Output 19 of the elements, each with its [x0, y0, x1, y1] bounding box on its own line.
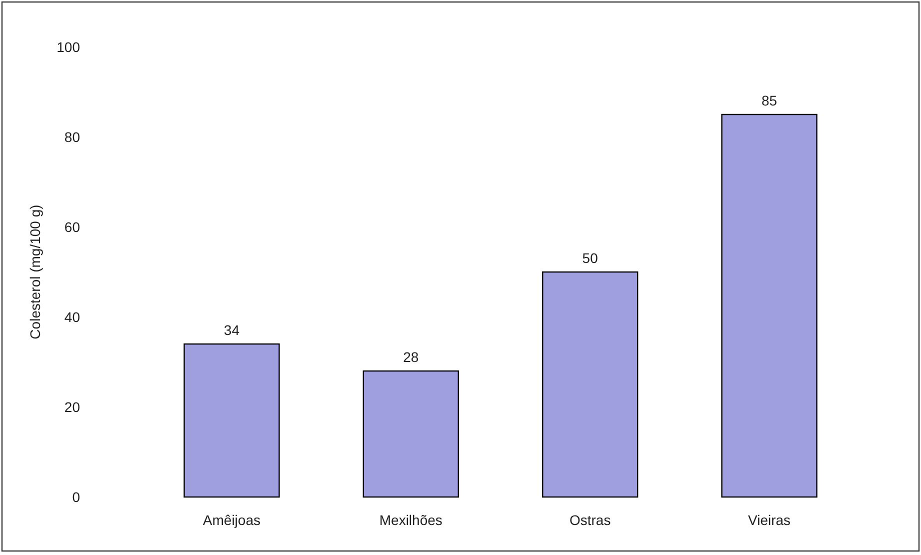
x-tick-label: Amêijoas [202, 512, 261, 528]
y-tick-label: 80 [64, 128, 80, 145]
bar [184, 343, 280, 498]
data-label: 34 [224, 322, 240, 338]
bar [721, 114, 818, 498]
data-label: 28 [403, 349, 419, 365]
y-tick-label: 40 [64, 308, 80, 325]
x-tick-label: Mexilhões [379, 512, 442, 528]
y-tick-label: 0 [72, 488, 80, 505]
bar [542, 271, 638, 498]
x-tick-label: Vieiras [748, 512, 791, 528]
y-axis-title: Colesterol (mg/100 g) [27, 204, 43, 340]
y-tick-label: 20 [64, 398, 80, 415]
data-label: 50 [582, 250, 598, 266]
bar [362, 370, 459, 498]
y-tick-label: 100 [56, 38, 80, 55]
data-label: 85 [762, 92, 778, 108]
x-tick-label: Ostras [569, 512, 611, 528]
y-tick-label: 60 [64, 218, 80, 235]
